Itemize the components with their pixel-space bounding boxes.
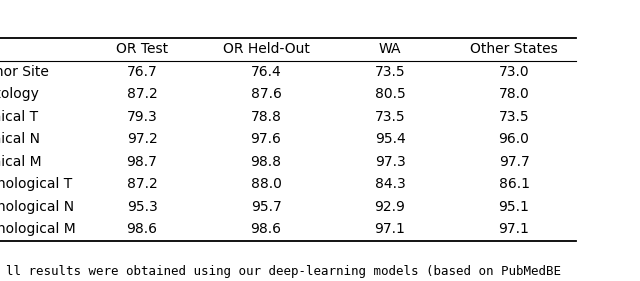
- Text: ll results were obtained using our deep-learning models (based on PubMedBE: ll results were obtained using our deep-…: [6, 265, 561, 278]
